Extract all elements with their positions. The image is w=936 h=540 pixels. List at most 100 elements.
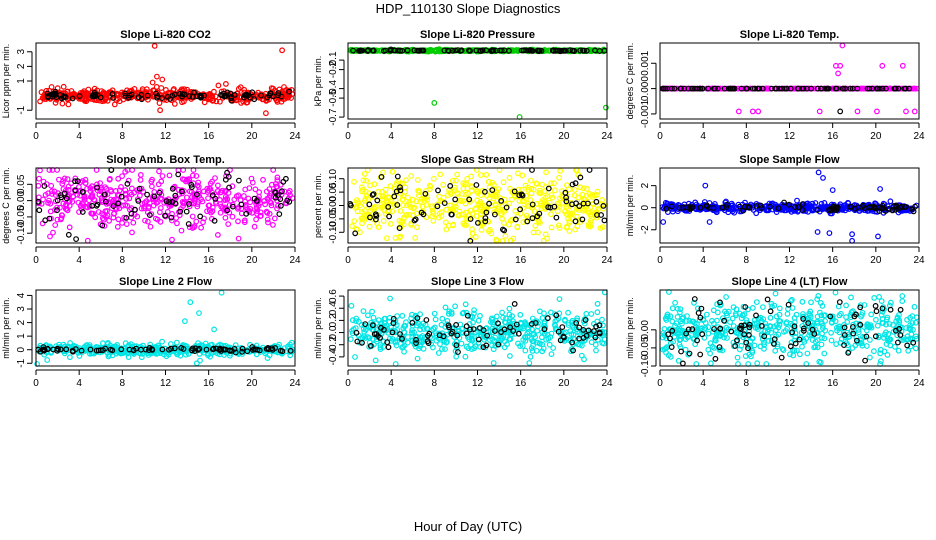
point-magenta: [125, 177, 132, 184]
point-red: [85, 86, 92, 93]
point-yellow: [380, 218, 387, 224]
data-points: [347, 167, 608, 244]
point-red: [268, 85, 275, 91]
point-yellow: [538, 205, 545, 212]
x-axis: 0 4 8 12 16 20 24: [657, 246, 925, 266]
y-tick-label: 3: [16, 49, 27, 55]
point-black: [229, 203, 236, 210]
point-cyan: [437, 341, 443, 348]
point-cyan: [66, 354, 73, 361]
x-tick-label: 24: [913, 131, 925, 142]
point-magenta: [173, 220, 180, 227]
point-black: [414, 47, 421, 54]
point-yellow: [473, 213, 480, 220]
y-tick-label: -0.4: [328, 80, 339, 98]
panel-5: Slope Gas Stream RH0 4 8 12 16 20 24-0.10-0.05…: [313, 154, 613, 266]
point-magenta: [121, 214, 128, 221]
point-magenta: [35, 182, 42, 189]
point-magenta: [122, 168, 129, 175]
x-tick-label: 12: [160, 131, 172, 142]
plot-frame: [347, 42, 608, 120]
data-points: [34, 289, 296, 367]
point-black: [122, 92, 129, 99]
panel-title: Slope Line 4 (LT) Flow: [732, 276, 848, 288]
point-yellow: [437, 171, 444, 178]
point-cyan: [593, 347, 599, 354]
point-cyan: [874, 322, 881, 329]
point-black: [101, 191, 108, 198]
data-points: [347, 46, 609, 120]
point-black: [356, 47, 362, 54]
point-black: [169, 185, 176, 192]
panel-title: Slope Gas Stream RH: [421, 154, 534, 166]
point-black: [521, 47, 527, 54]
point-black: [93, 202, 100, 209]
point-magenta: [46, 197, 52, 204]
point-magenta: [183, 194, 190, 201]
point-green: [435, 47, 442, 53]
point-cyan: [581, 356, 587, 363]
point-black: [370, 47, 377, 54]
point-yellow: [397, 208, 404, 214]
point-black: [222, 176, 229, 183]
point-red-outlier: [149, 79, 156, 86]
point-magenta: [683, 85, 690, 92]
point-cyan-outlier: [526, 360, 533, 366]
point-cyan: [911, 303, 918, 310]
point-magenta: [169, 210, 176, 217]
point-cyan: [475, 317, 482, 324]
point-cyan: [159, 338, 166, 345]
point-yellow: [447, 202, 453, 209]
point-cyan: [493, 313, 500, 320]
panel-title: Slope Li-820 CO2: [120, 29, 210, 41]
point-magenta: [234, 205, 241, 212]
point-cyan: [899, 293, 906, 299]
point-magenta: [84, 204, 91, 211]
point-magenta: [105, 199, 112, 205]
point-magenta: [189, 172, 196, 179]
point-yellow: [599, 196, 605, 203]
point-magenta: [103, 185, 110, 192]
data-points: [659, 289, 920, 367]
point-cyan: [369, 308, 376, 315]
point-magenta-outlier: [735, 108, 742, 115]
x-tick-label: 20: [870, 131, 882, 142]
point-black: [243, 210, 250, 217]
point-magenta: [285, 189, 292, 196]
point-magenta: [204, 185, 211, 192]
point-magenta: [115, 175, 122, 182]
point-black: [172, 192, 179, 199]
point-magenta: [263, 188, 270, 195]
point-magenta: [128, 185, 135, 192]
x-tick-label: 16: [515, 255, 527, 266]
point-cyan: [499, 309, 506, 316]
point-black: [279, 188, 285, 195]
point-red: [213, 98, 220, 105]
point-magenta: [47, 200, 54, 207]
point-magenta: [75, 199, 82, 206]
x-tick-label: 0: [345, 131, 351, 142]
point-magenta-outlier: [903, 108, 909, 115]
point-cyan: [703, 311, 710, 318]
data-points: [347, 289, 608, 367]
point-yellow: [532, 222, 539, 229]
point-magenta: [268, 200, 275, 207]
point-cyan-outlier: [601, 289, 608, 296]
point-yellow: [477, 172, 484, 179]
point-cyan-outlier: [218, 289, 225, 296]
point-magenta: [240, 193, 247, 199]
point-black: [778, 85, 785, 92]
point-magenta: [106, 217, 112, 224]
point-magenta: [206, 207, 213, 214]
point-magenta: [168, 217, 175, 224]
point-yellow: [349, 223, 355, 230]
point-yellow: [429, 205, 436, 211]
x-tick-label: 8: [432, 255, 438, 266]
point-red-outlier: [65, 101, 72, 108]
point-magenta: [199, 198, 206, 205]
point-blue-outlier: [706, 219, 713, 225]
point-black: [267, 90, 274, 96]
point-black: [136, 185, 143, 192]
point-red: [216, 98, 223, 105]
point-black: [54, 207, 60, 214]
